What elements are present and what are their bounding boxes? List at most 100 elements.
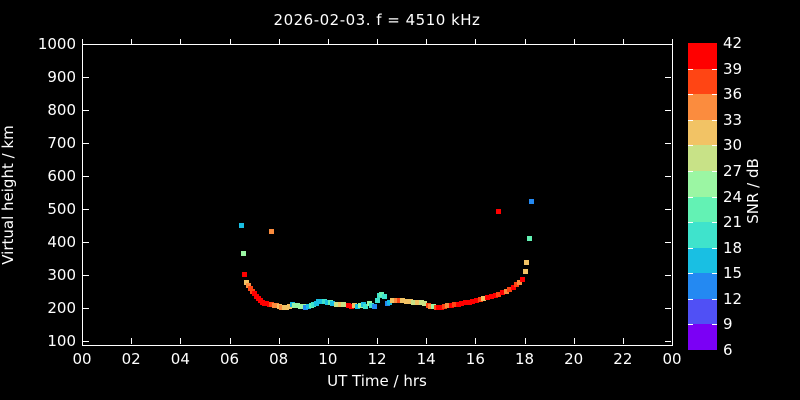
y-tick-label: 1000	[37, 35, 76, 53]
data-point	[459, 301, 464, 306]
data-point	[394, 298, 399, 303]
data-point	[390, 298, 395, 303]
data-point	[334, 302, 339, 307]
data-point	[269, 229, 274, 234]
colorbar-boundary-tick	[712, 120, 717, 121]
colorbar-boundary-tick	[688, 197, 693, 198]
data-point	[295, 303, 300, 308]
data-point	[527, 236, 532, 241]
data-point	[481, 296, 486, 301]
data-point	[382, 294, 387, 299]
colorbar-boundary-tick	[712, 222, 717, 223]
data-point	[496, 209, 501, 214]
data-point	[375, 298, 380, 303]
x-tick-label: 02	[121, 350, 141, 368]
data-point	[372, 304, 377, 309]
data-point	[319, 299, 324, 304]
y-tick-label: 200	[47, 299, 76, 318]
data-point	[404, 299, 409, 304]
x-tick-label: 08	[269, 350, 289, 368]
x-tick-label: 20	[564, 350, 584, 368]
data-point	[252, 291, 257, 296]
colorbar-tick-label: 12	[723, 289, 743, 308]
colorbar-tick-label: 27	[723, 161, 743, 180]
colorbar-boundary-tick	[688, 69, 693, 70]
colorbar-boundary-tick	[712, 94, 717, 95]
y-axis-label: Virtual height / km	[0, 125, 17, 265]
data-point	[400, 298, 405, 303]
x-tick-label: 18	[514, 350, 535, 368]
colorbar-segment	[688, 196, 717, 223]
colorbar-segment	[688, 145, 717, 172]
colorbar-segment	[688, 247, 717, 274]
colorbar-tick-label: 9	[723, 315, 733, 334]
data-point	[456, 302, 461, 307]
data-point	[500, 290, 505, 295]
data-point	[511, 285, 516, 290]
colorbar-boundary-tick	[688, 222, 693, 223]
y-tick-label: 600	[47, 167, 76, 186]
data-point	[244, 280, 249, 285]
plot-title: 2026-02-03. f = 4510 kHz	[273, 11, 481, 29]
data-point	[397, 298, 402, 303]
y-tick-label: 900	[47, 68, 76, 86]
data-point	[489, 294, 494, 299]
data-point	[341, 302, 346, 307]
x-tick-label: 00	[662, 350, 682, 368]
colorbar-tick-label: 33	[723, 110, 743, 129]
data-point	[306, 304, 311, 309]
data-point	[248, 286, 253, 291]
colorbar-tick-label: 36	[723, 85, 743, 104]
data-point	[269, 302, 274, 307]
x-tick-label: 00	[72, 350, 92, 368]
colorbar-boundary-tick	[712, 299, 717, 300]
data-point	[358, 303, 363, 308]
data-point	[504, 289, 509, 294]
colorbar-segment	[688, 298, 717, 325]
data-point	[352, 303, 357, 308]
x-tick-label: 06	[219, 350, 240, 368]
x-axis-label: UT Time / hrs	[327, 372, 427, 390]
data-point	[523, 269, 528, 274]
colorbar-tick-label: 30	[723, 136, 743, 155]
y-tick-label: 300	[47, 266, 76, 285]
data-point	[449, 303, 454, 308]
colorbar-boundary-tick	[712, 171, 717, 172]
colorbar-boundary-tick	[688, 94, 693, 95]
colorbar-boundary-tick	[688, 145, 693, 146]
data-point	[524, 260, 529, 265]
data-point	[311, 302, 316, 307]
colorbar-tick-label: 42	[723, 34, 743, 52]
data-point	[387, 300, 392, 305]
data-point	[279, 305, 284, 310]
data-point	[349, 304, 354, 309]
colorbar-segment	[688, 43, 717, 70]
y-tick-label: 100	[47, 332, 76, 351]
colorbar-boundary-tick	[688, 324, 693, 325]
data-point	[303, 305, 308, 310]
colorbar-axis-label: SNR / dB	[744, 158, 762, 224]
data-point	[298, 304, 303, 309]
data-point	[415, 300, 420, 305]
data-point	[346, 303, 351, 308]
colorbar-segment	[688, 273, 717, 300]
colorbar-tick-label: 6	[723, 341, 733, 359]
data-point	[445, 303, 450, 308]
y-tick-label: 800	[47, 101, 76, 119]
data-point	[478, 297, 483, 302]
data-point	[284, 305, 289, 310]
data-point	[496, 292, 501, 297]
data-point	[463, 300, 468, 305]
colorbar-boundary-tick	[712, 324, 717, 325]
colorbar-segment	[688, 119, 717, 146]
data-point	[467, 300, 472, 305]
colorbar-tick-label: 18	[723, 238, 743, 257]
data-point	[264, 301, 269, 306]
colorbar-boundary-tick	[712, 145, 717, 146]
data-point	[436, 305, 441, 310]
data-point	[422, 301, 427, 306]
colorbar-segment	[688, 94, 717, 121]
x-tick-label: 04	[170, 350, 190, 368]
data-point	[292, 303, 297, 308]
